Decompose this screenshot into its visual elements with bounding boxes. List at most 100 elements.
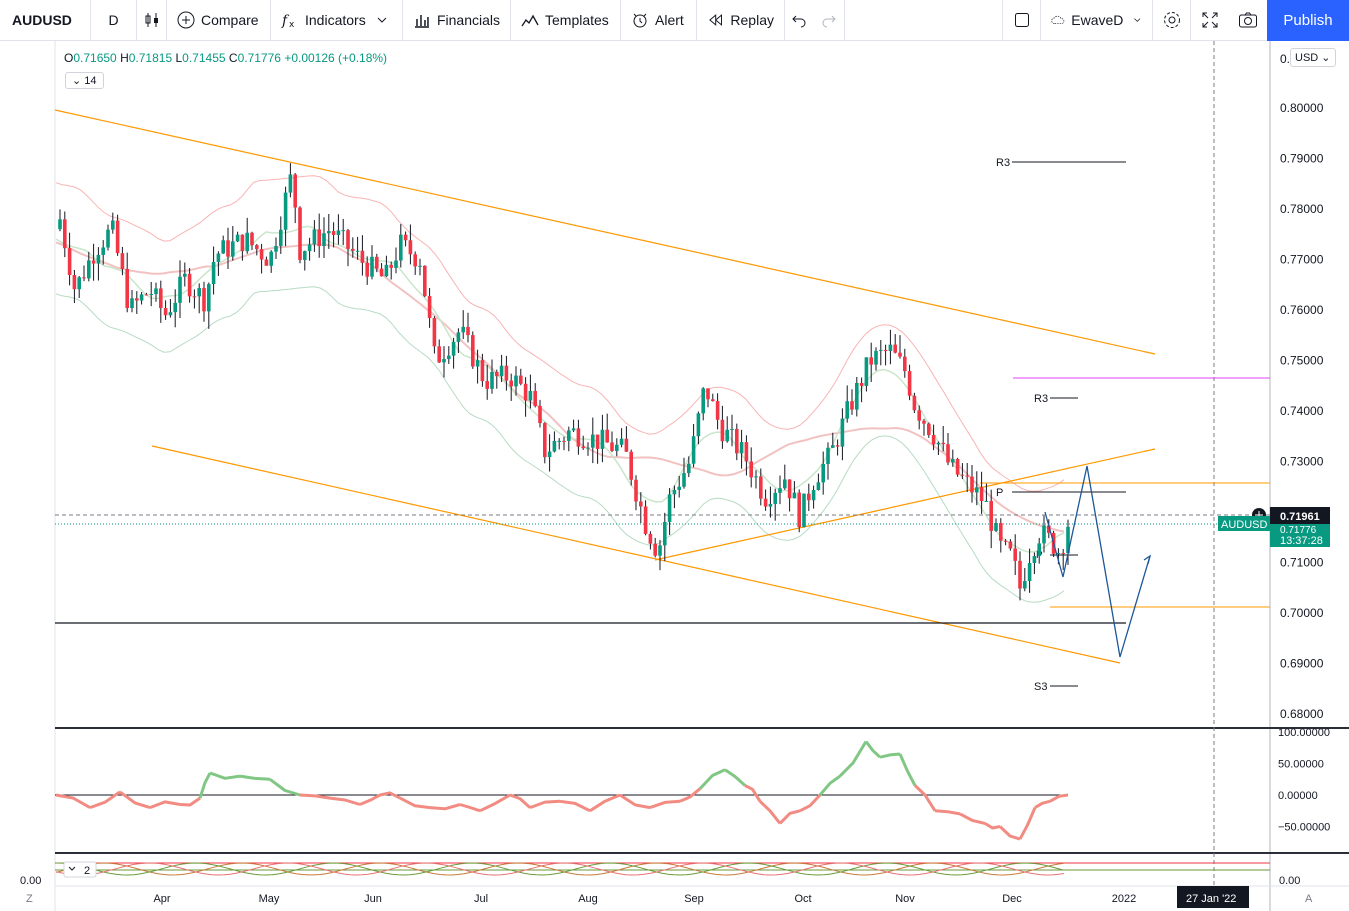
candle-body xyxy=(509,380,513,387)
high-label: H xyxy=(120,51,129,65)
channel-lower-line[interactable] xyxy=(151,445,1121,664)
price-tick-label: 0.80000 xyxy=(1280,101,1324,115)
price-axis[interactable]: 0.80000 0.79000 0.78000 0.77000 0.76000 0.750… xyxy=(1280,101,1324,721)
oscillator-line xyxy=(89,790,121,810)
rising-trendline[interactable] xyxy=(654,448,1156,561)
month-label: Oct xyxy=(794,893,811,905)
candle-body xyxy=(730,428,734,430)
oscillator-axis[interactable]: 100.00000 50.00000 0.00000 −50.00000 xyxy=(1278,727,1330,834)
financials-button[interactable]: Financials xyxy=(403,0,511,41)
candle-body xyxy=(941,442,945,445)
time-axis[interactable]: Apr May Jun Jul Aug Sep Oct Nov Dec 2022 xyxy=(153,893,1136,905)
candle-body xyxy=(1047,525,1051,533)
candle-body xyxy=(192,296,197,298)
alert-button[interactable]: Alert xyxy=(621,0,697,41)
snapshot-button[interactable] xyxy=(1229,0,1267,41)
lower-badge[interactable]: 2 xyxy=(63,861,97,878)
price-tick-label: 0.74000 xyxy=(1280,404,1324,418)
candle-body xyxy=(807,493,811,501)
price-tick-label: 0.71000 xyxy=(1280,556,1324,570)
trend-channel[interactable] xyxy=(54,109,1270,664)
oscillator-line xyxy=(679,787,701,803)
layout-button[interactable]: EwaveD xyxy=(1041,0,1153,41)
chart-area[interactable]: R3 R3 P P S3 0.80000 0.79000 0.78000 0.7700… xyxy=(0,41,1349,911)
candle-body xyxy=(759,476,763,499)
indicators-label: Indicators xyxy=(305,12,366,28)
oscillator-line xyxy=(619,793,651,810)
candle-body xyxy=(317,229,321,247)
candle-body xyxy=(370,256,374,277)
auto-scale-letter[interactable]: A xyxy=(1305,893,1313,905)
month-label: May xyxy=(259,893,280,905)
candle-body xyxy=(1061,552,1065,554)
candle-body xyxy=(624,438,629,452)
candle-body xyxy=(951,459,955,463)
candle-body xyxy=(394,260,398,268)
oscillator-line xyxy=(119,790,151,810)
templates-button[interactable]: Templates xyxy=(511,0,621,41)
candlestick-series xyxy=(58,163,1070,601)
candle-body xyxy=(1032,556,1037,564)
candle-body xyxy=(787,479,792,499)
lower-band xyxy=(55,286,1065,603)
settings-button[interactable] xyxy=(1153,0,1191,41)
oscillator-line xyxy=(299,793,331,800)
expand-icon xyxy=(1202,12,1218,28)
candle-body xyxy=(115,220,120,254)
oscillator-line xyxy=(959,812,986,825)
publish-button[interactable]: Publish xyxy=(1267,0,1349,41)
candle-body xyxy=(763,498,768,507)
chevron-down-icon xyxy=(68,866,76,871)
candle-body xyxy=(197,288,201,297)
lower-indicator-pane xyxy=(55,862,1270,876)
elliott-projection[interactable] xyxy=(1044,465,1152,658)
crosshair-price: 0.71961 xyxy=(1280,511,1320,523)
candle-body xyxy=(106,229,110,248)
candle-body xyxy=(375,256,379,269)
candle-body xyxy=(571,428,576,431)
undo-button[interactable] xyxy=(785,0,815,41)
candle-body xyxy=(351,248,355,251)
projection-path[interactable] xyxy=(1044,465,1151,658)
oscillator-line xyxy=(149,800,181,810)
oscillator-pane xyxy=(55,740,1069,841)
candle-body xyxy=(111,220,115,230)
oscillator-line xyxy=(269,778,301,797)
candle-body xyxy=(288,174,293,193)
last-price-badge: AUDUSD 0.71776 13:37:28 xyxy=(1218,516,1330,547)
candle-body xyxy=(120,253,125,269)
compare-button[interactable]: Compare xyxy=(167,0,271,41)
candle-body xyxy=(595,434,600,449)
chart-type-button[interactable] xyxy=(137,0,167,41)
templates-label: Templates xyxy=(545,12,609,28)
channel-upper-line[interactable] xyxy=(54,109,1156,355)
candle-body xyxy=(63,219,67,249)
candle-body xyxy=(715,401,720,420)
candle-body xyxy=(663,521,667,546)
replay-button[interactable]: Replay xyxy=(697,0,785,41)
oscillator-line xyxy=(649,799,681,810)
candle-body xyxy=(552,440,557,452)
candle-body xyxy=(543,423,547,458)
candle-body xyxy=(418,265,422,267)
symbol-search[interactable]: AUDUSD xyxy=(0,0,91,41)
fullscreen-select-button[interactable] xyxy=(1003,0,1041,41)
indicator-collapse-badge[interactable]: ⌄ 14 xyxy=(65,72,104,89)
interval-button[interactable]: D xyxy=(91,0,137,41)
timezone-letter[interactable]: Z xyxy=(26,893,33,905)
candle-body xyxy=(303,251,307,260)
lower-axis-value: 0.00 xyxy=(1279,875,1300,887)
candle-body xyxy=(130,298,134,309)
close-label: C xyxy=(228,51,238,65)
price-tick-label: 0.75000 xyxy=(1280,354,1324,368)
candle-body xyxy=(456,332,461,342)
candle-body xyxy=(989,500,993,531)
open-label: O xyxy=(64,51,74,65)
currency-selector[interactable]: USD ⌄ xyxy=(1290,48,1336,67)
candle-body xyxy=(91,260,96,264)
redo-button[interactable] xyxy=(815,0,845,41)
candle-body xyxy=(831,445,835,448)
fullscreen-button[interactable] xyxy=(1191,0,1229,41)
price-tick-label: 0.79000 xyxy=(1280,152,1324,166)
